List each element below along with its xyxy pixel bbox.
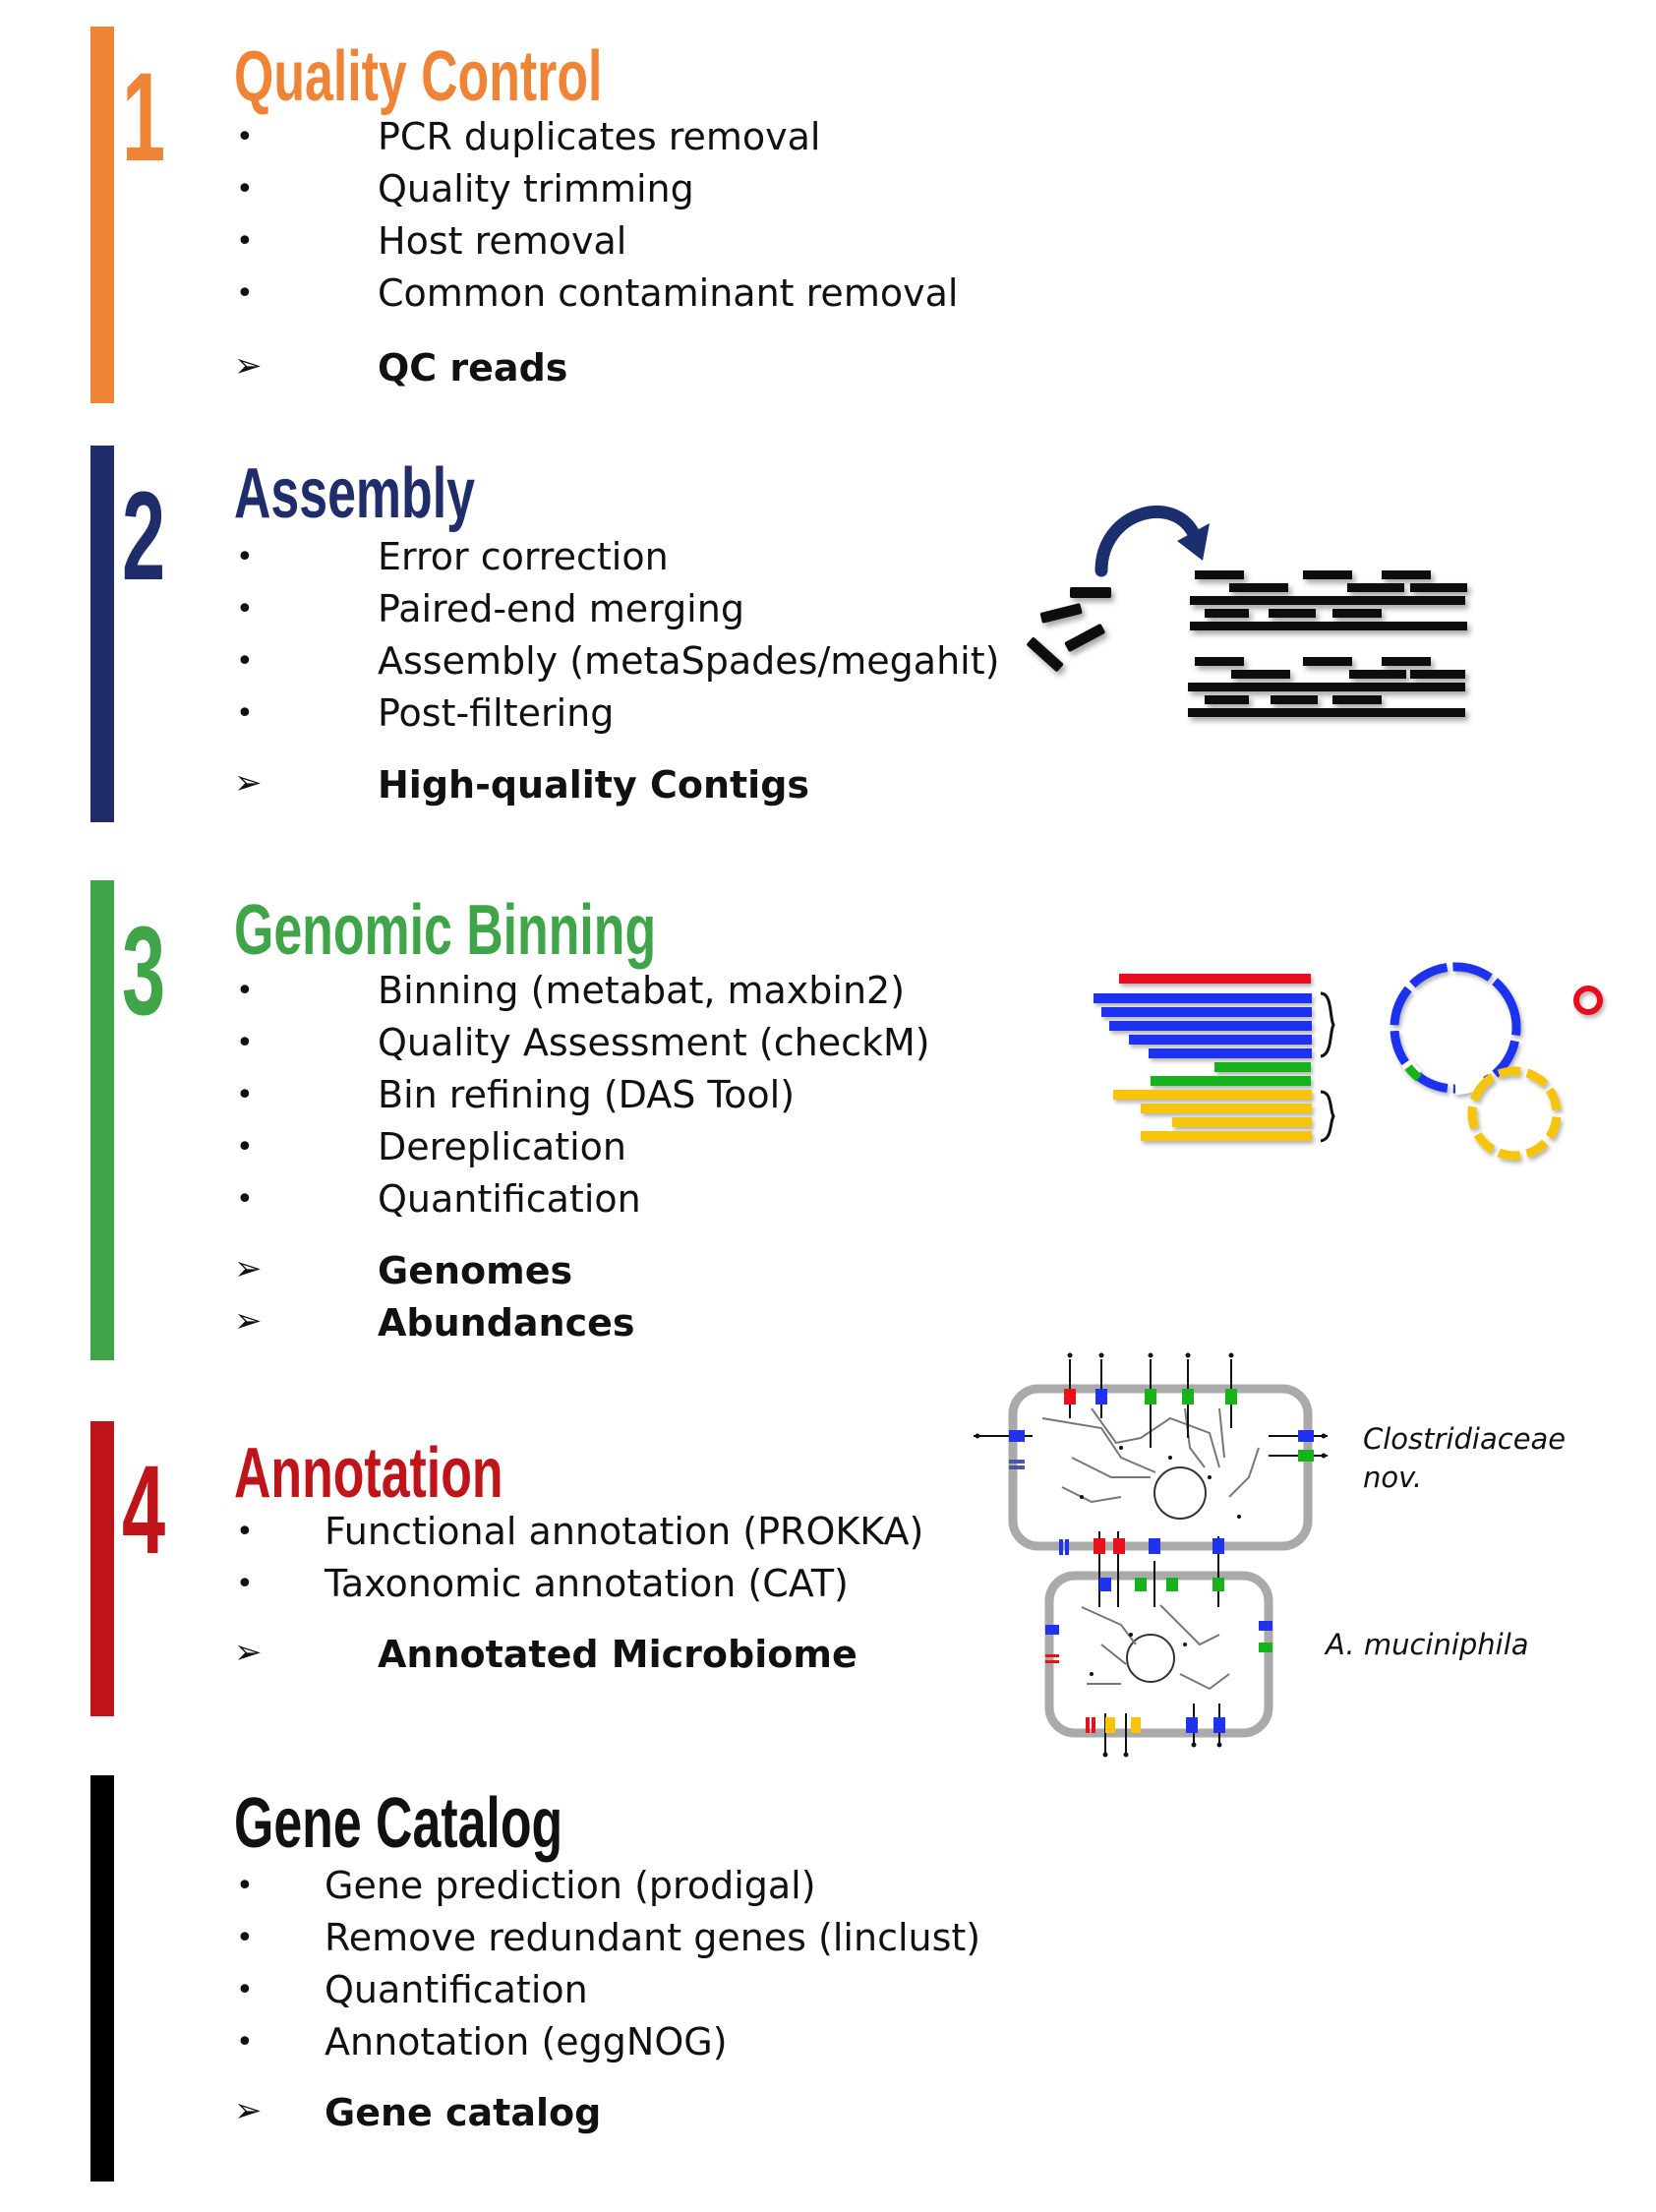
output-text: High-quality Contigs — [378, 763, 810, 807]
item-text: PCR duplicates removal — [378, 115, 821, 158]
bullet-icon: • — [236, 120, 254, 154]
arrow-bullet-icon: ➢ — [234, 1249, 263, 1288]
arrow-bullet-icon: ➢ — [234, 1633, 263, 1672]
bullet-icon: • — [236, 224, 254, 259]
bin-bars-icon — [1094, 974, 1312, 1141]
bullet-icon: • — [236, 1869, 254, 1903]
item-text: Gene prediction (prodigal) — [325, 1864, 816, 1907]
item-text: Quantification — [378, 1177, 641, 1221]
bullet-icon: • — [236, 276, 254, 311]
bullet-icon: • — [236, 644, 254, 679]
item-text: Paired-end merging — [378, 587, 744, 630]
arrow-bullet-icon: ➢ — [234, 1301, 263, 1341]
bullet-icon: • — [236, 974, 254, 1008]
output-text: QC reads — [378, 346, 568, 389]
step-3-title: Genomic Binning — [234, 891, 657, 970]
read-fragments-icon — [1027, 587, 1111, 672]
step-3-color-bar — [90, 880, 114, 1360]
item-text: Post-filtering — [378, 691, 615, 735]
output-text: Genomes — [378, 1249, 573, 1292]
item-text: Common contaminant removal — [378, 271, 959, 315]
genome-ring-icon — [1390, 962, 1603, 1161]
item-text: Taxonomic annotation (CAT) — [325, 1562, 849, 1605]
bullet-icon: • — [236, 1567, 254, 1601]
bullet-icon: • — [236, 540, 254, 574]
step-1-color-bar — [90, 27, 114, 403]
brace-icon — [1320, 991, 1335, 1143]
bullet-icon: • — [236, 1130, 254, 1165]
output-text: Annotated Microbiome — [378, 1633, 858, 1676]
item-text: Binning (metabat, maxbin2) — [378, 969, 906, 1012]
item-text: Assembly (metaSpades/megahit) — [378, 639, 1000, 683]
bullet-icon: • — [236, 1026, 254, 1060]
item-text: Dereplication — [378, 1125, 627, 1168]
bullet-icon: • — [236, 592, 254, 627]
cell-label-muciniphila: A. muciniphila — [1326, 1628, 1529, 1661]
arrow-bullet-icon: ➢ — [234, 346, 263, 386]
item-text: Quality Assessment (checkM) — [378, 1021, 930, 1064]
bullet-icon: • — [236, 172, 254, 207]
cell-label-nov: nov. — [1363, 1461, 1423, 1494]
step-2-color-bar — [90, 446, 114, 822]
bullet-icon: • — [236, 1515, 254, 1549]
gene-catalog-title: Gene Catalog — [234, 1784, 563, 1863]
bullet-icon: • — [236, 1078, 254, 1112]
step-4-color-bar — [90, 1421, 114, 1716]
item-text: Annotation (eggNOG) — [325, 2020, 728, 2063]
bullet-icon: • — [236, 1921, 254, 1955]
step-2-title: Assembly — [234, 454, 475, 533]
output-text: Gene catalog — [325, 2091, 602, 2134]
bullet-icon: • — [236, 2025, 254, 2060]
bullet-icon: • — [236, 1182, 254, 1217]
step-1-number: 1 — [122, 47, 166, 188]
item-text: Quality trimming — [378, 167, 694, 210]
cell-metabolism-illustration — [974, 1352, 1328, 1758]
step-1-title: Quality Control — [234, 37, 603, 116]
curved-arrow-icon — [1094, 506, 1210, 577]
item-text: Error correction — [378, 535, 669, 578]
gene-catalog-color-bar — [90, 1775, 114, 2182]
step-4-title: Annotation — [234, 1434, 503, 1513]
contig-stack-icon — [1188, 570, 1467, 717]
item-text: Functional annotation (PROKKA) — [325, 1510, 924, 1553]
item-text: Bin refining (DAS Tool) — [378, 1073, 796, 1116]
step-3-number: 3 — [122, 901, 166, 1042]
bullet-icon: • — [236, 696, 254, 731]
arrow-bullet-icon: ➢ — [234, 763, 263, 803]
item-text: Remove redundant genes (linclust) — [325, 1916, 981, 1959]
item-text: Quantification — [325, 1968, 588, 2011]
step-2-number: 2 — [122, 466, 166, 607]
cell-metabolism-icon — [974, 1352, 1328, 1758]
binning-illustration — [1094, 962, 1603, 1161]
assembly-illustration — [1027, 506, 1467, 717]
bullet-icon: • — [236, 1973, 254, 2007]
cell-label-clostridiaceae: Clostridiaceae — [1363, 1422, 1567, 1456]
step-4-number: 4 — [122, 1440, 166, 1581]
output-text: Abundances — [378, 1301, 635, 1345]
arrow-bullet-icon: ➢ — [234, 2091, 263, 2130]
item-text: Host removal — [378, 219, 627, 263]
